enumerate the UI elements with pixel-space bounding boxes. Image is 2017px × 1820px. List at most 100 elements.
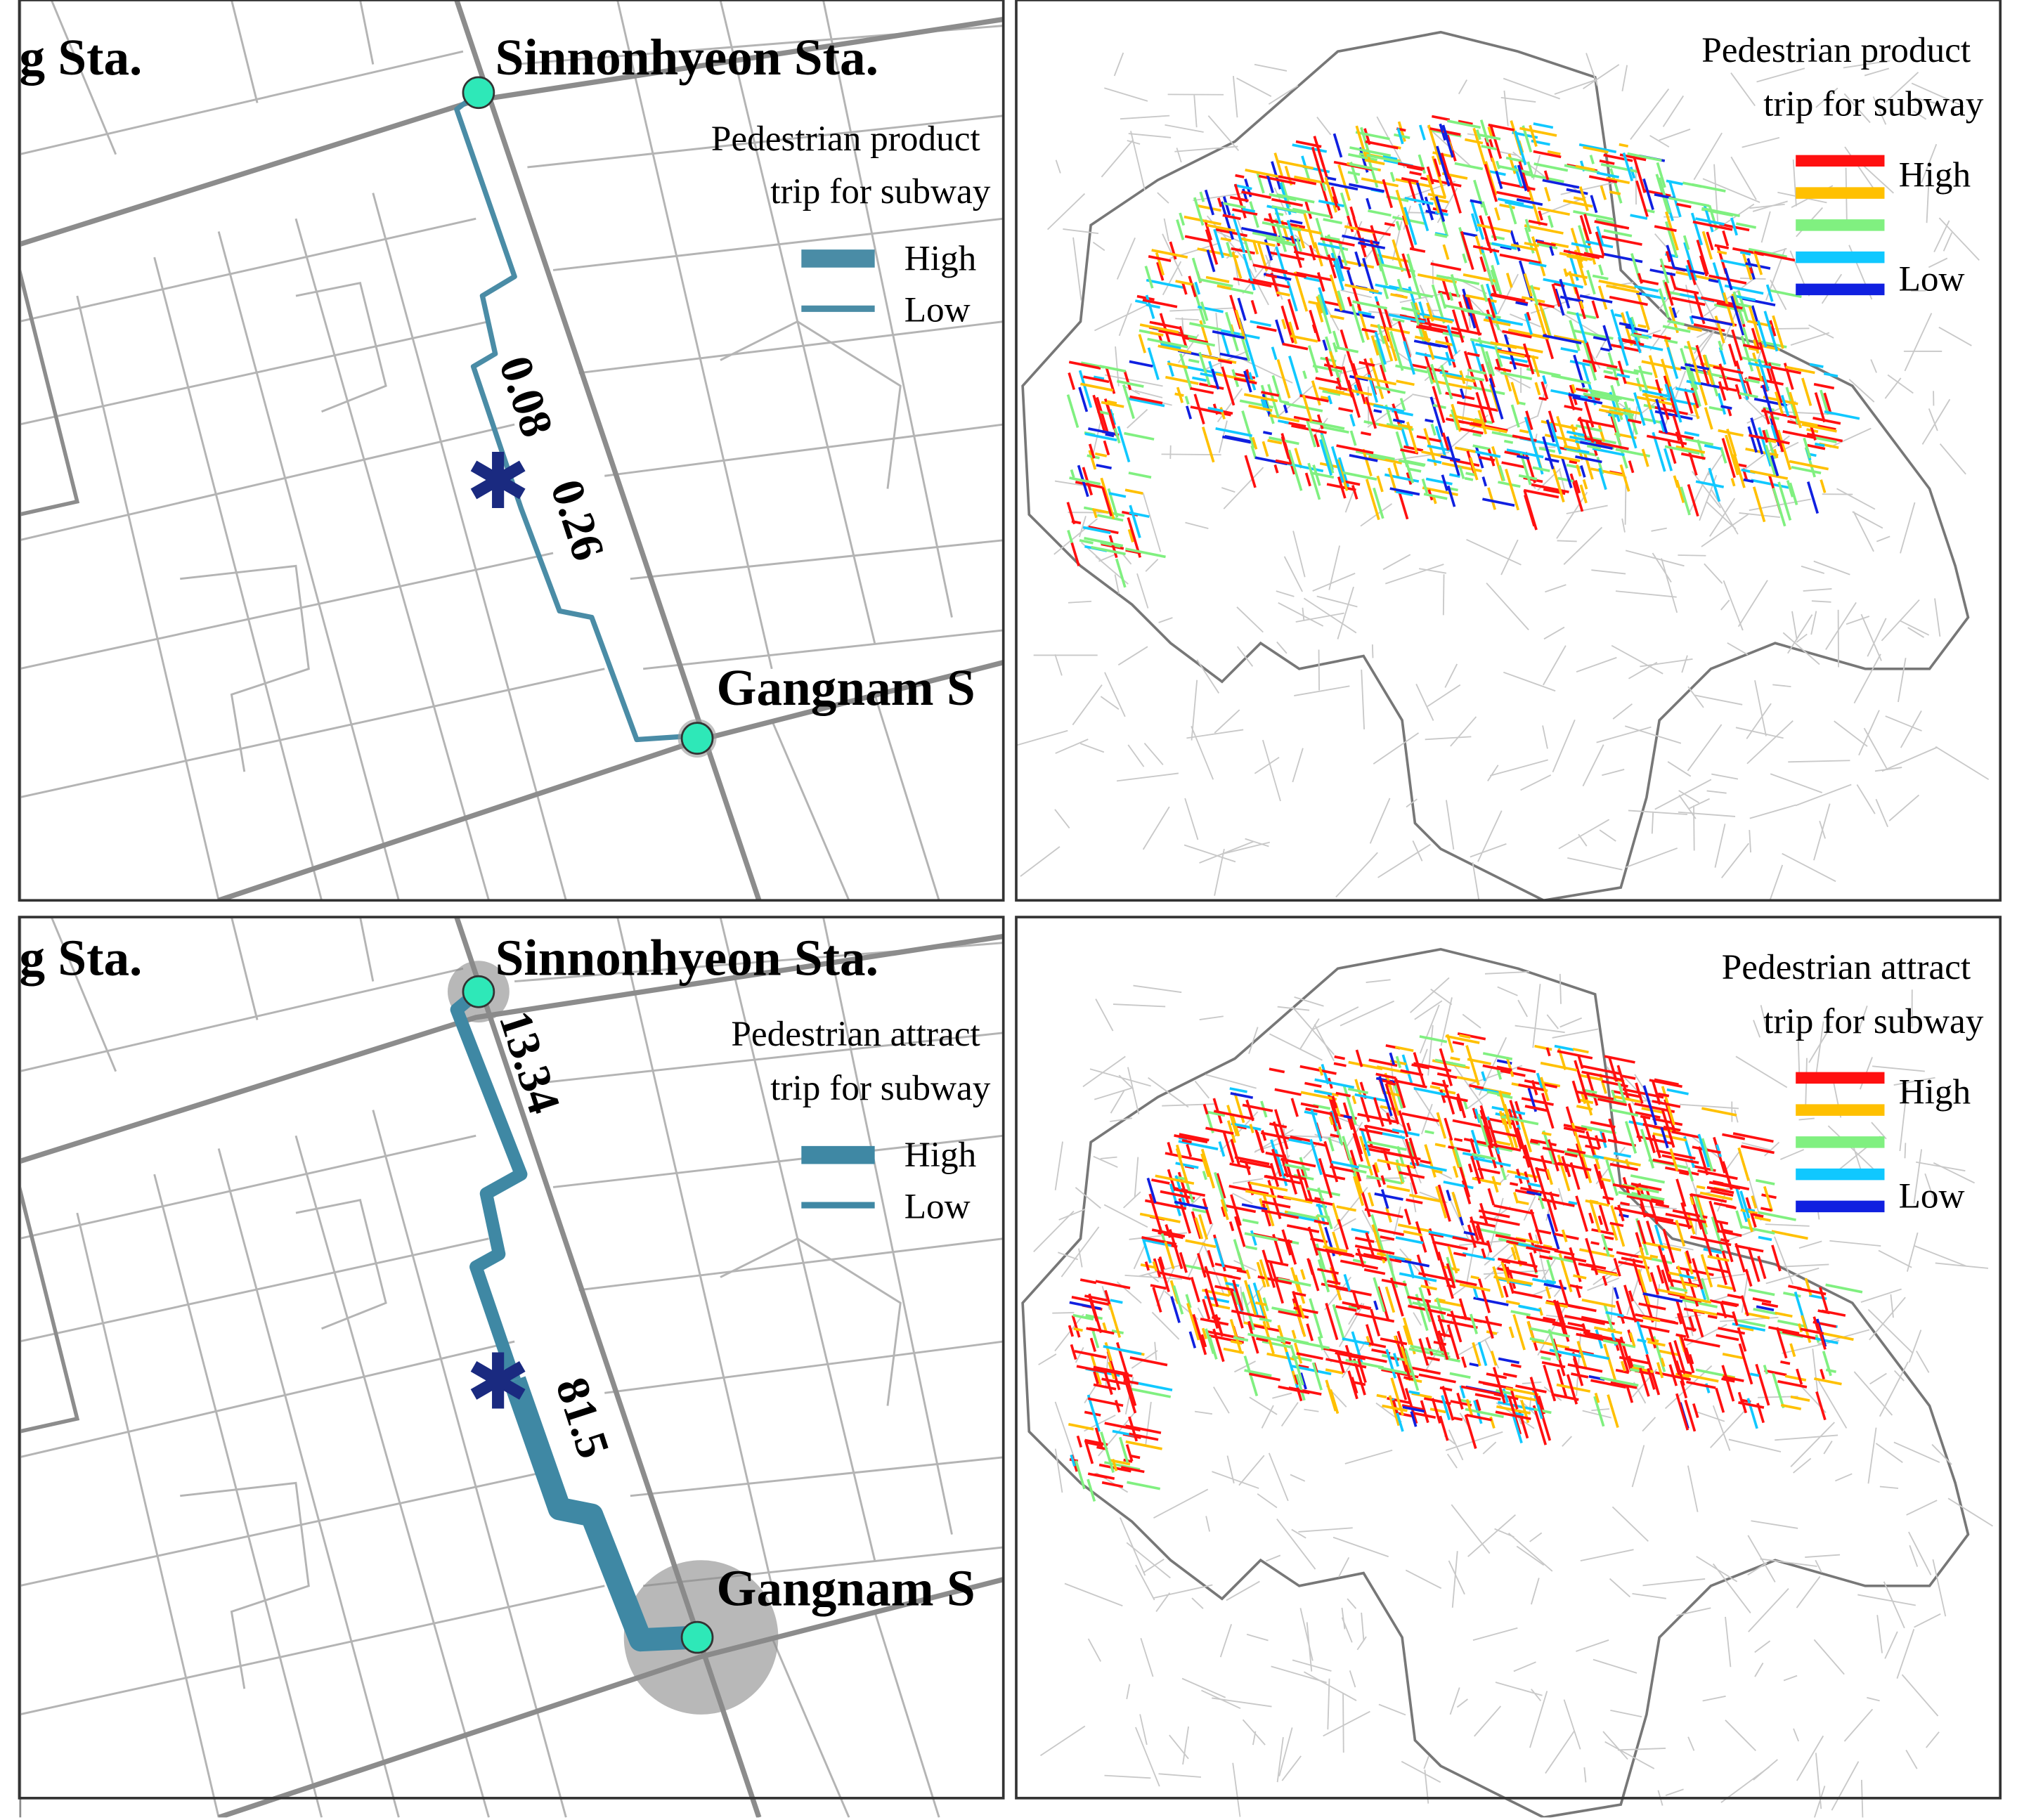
road-segment bbox=[1614, 1095, 1641, 1103]
road-segment bbox=[1761, 1301, 1779, 1308]
road-segment bbox=[1261, 1130, 1267, 1141]
street bbox=[1450, 716, 1477, 747]
road-segment bbox=[1164, 1241, 1175, 1269]
road-segment bbox=[1314, 1219, 1330, 1226]
road-segment bbox=[1403, 459, 1426, 467]
road-segment bbox=[1465, 294, 1497, 304]
road-segment bbox=[1397, 490, 1409, 520]
road-segment bbox=[1639, 1367, 1650, 1397]
road-segment bbox=[1375, 283, 1399, 291]
street bbox=[1863, 727, 1888, 771]
road-segment bbox=[1484, 163, 1498, 202]
road-segment bbox=[1481, 476, 1488, 487]
road-segment bbox=[1407, 1295, 1432, 1303]
road-segment bbox=[1441, 474, 1448, 491]
legend-title: Pedestrian product bbox=[1701, 30, 1971, 70]
road-segment bbox=[1221, 366, 1236, 406]
road-segment bbox=[1475, 1399, 1481, 1412]
road-segment bbox=[1579, 300, 1585, 309]
road-segment bbox=[1495, 1410, 1531, 1421]
street bbox=[1933, 1162, 1976, 1184]
street bbox=[1302, 607, 1305, 621]
road-segment bbox=[1662, 325, 1691, 333]
road-segment bbox=[1423, 493, 1448, 500]
road-segment bbox=[1520, 1120, 1532, 1152]
road-segment bbox=[1782, 1330, 1816, 1340]
panel-frame bbox=[18, 0, 1005, 902]
road-segment bbox=[1235, 174, 1245, 178]
road-segment bbox=[1110, 1299, 1123, 1304]
road-segment bbox=[1672, 415, 1685, 448]
road-segment bbox=[1215, 427, 1252, 437]
road-segment bbox=[1125, 1440, 1162, 1450]
street bbox=[1276, 641, 1288, 654]
street bbox=[1148, 1273, 1160, 1282]
road-segment bbox=[1281, 318, 1287, 330]
road-segment bbox=[1349, 375, 1369, 382]
road-segment bbox=[1498, 1357, 1520, 1365]
road-segment bbox=[1518, 161, 1530, 193]
road-segment bbox=[1604, 375, 1619, 381]
road-segment bbox=[1273, 152, 1283, 177]
street bbox=[1503, 77, 1561, 100]
route-label: 81.5 bbox=[545, 1372, 619, 1464]
street bbox=[1199, 840, 1254, 864]
road-segment bbox=[1528, 1182, 1541, 1188]
road-segment bbox=[1519, 126, 1557, 137]
road-segment bbox=[1194, 281, 1201, 295]
road-segment bbox=[1150, 331, 1164, 337]
street bbox=[1384, 564, 1444, 585]
road-segment bbox=[1722, 1161, 1733, 1190]
road-segment bbox=[1186, 1143, 1193, 1157]
road-segment bbox=[1272, 1121, 1287, 1159]
road-segment bbox=[1275, 246, 1288, 282]
road-segment bbox=[1477, 1341, 1488, 1367]
street bbox=[1344, 488, 1355, 513]
road-segment bbox=[1388, 313, 1425, 323]
street bbox=[1808, 324, 1834, 339]
street bbox=[1665, 1788, 1684, 1797]
road-segment bbox=[1361, 327, 1377, 334]
road-segment bbox=[1753, 250, 1763, 275]
street bbox=[1500, 96, 1536, 103]
road-segment bbox=[1426, 302, 1434, 322]
street bbox=[1754, 1640, 1771, 1653]
road-segment bbox=[1377, 1286, 1390, 1321]
road-segment bbox=[1768, 1325, 1800, 1335]
street bbox=[1596, 726, 1652, 743]
road-segment bbox=[1745, 378, 1760, 384]
road-segment bbox=[1642, 1123, 1668, 1131]
road-segment bbox=[1515, 301, 1529, 306]
road-segment bbox=[1801, 377, 1812, 406]
road-segment bbox=[1366, 1324, 1375, 1346]
street bbox=[1898, 658, 1907, 703]
street bbox=[1038, 1353, 1057, 1365]
road-segment bbox=[1557, 1162, 1592, 1171]
road-segment bbox=[1300, 1166, 1314, 1203]
road-segment bbox=[1347, 1370, 1358, 1400]
street bbox=[1529, 1532, 1543, 1542]
street bbox=[1458, 79, 1467, 95]
road-segment bbox=[1467, 351, 1480, 358]
street bbox=[1725, 1150, 1741, 1170]
street bbox=[1886, 72, 1919, 103]
road-segment bbox=[1668, 386, 1682, 423]
street bbox=[1092, 242, 1105, 252]
road-segment bbox=[1512, 1314, 1526, 1351]
street bbox=[1072, 684, 1103, 726]
street bbox=[1904, 313, 1933, 372]
street bbox=[1765, 1267, 1820, 1285]
road-segment bbox=[1152, 1287, 1162, 1313]
road-segment bbox=[1319, 181, 1333, 219]
street bbox=[1621, 65, 1628, 92]
road-segment bbox=[1748, 247, 1787, 259]
road-segment bbox=[1395, 178, 1431, 188]
road-segment bbox=[1594, 1392, 1600, 1403]
street bbox=[1742, 1142, 1771, 1151]
road-segment bbox=[1415, 351, 1455, 363]
road-segment bbox=[1657, 1288, 1687, 1297]
road-segment bbox=[1202, 1103, 1209, 1115]
street bbox=[1517, 999, 1528, 1018]
road-segment bbox=[1542, 375, 1548, 384]
road-segment bbox=[1564, 272, 1588, 280]
